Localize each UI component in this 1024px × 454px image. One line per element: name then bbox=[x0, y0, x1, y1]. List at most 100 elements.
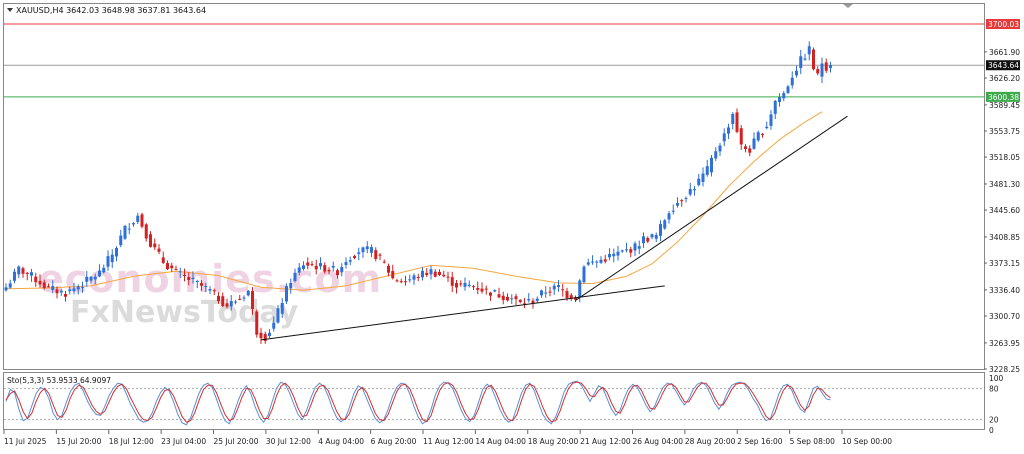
candle[interactable] bbox=[803, 53, 807, 61]
candle[interactable] bbox=[433, 269, 437, 278]
candle[interactable] bbox=[744, 144, 747, 153]
candle[interactable] bbox=[302, 261, 305, 271]
candle[interactable] bbox=[731, 112, 735, 130]
candle[interactable] bbox=[102, 264, 106, 274]
candle[interactable] bbox=[306, 257, 310, 270]
candle[interactable] bbox=[701, 167, 705, 187]
candle[interactable] bbox=[795, 65, 798, 78]
candle[interactable] bbox=[255, 309, 259, 338]
candle[interactable] bbox=[204, 282, 208, 293]
candle[interactable] bbox=[208, 286, 212, 294]
candle[interactable] bbox=[582, 265, 586, 284]
candle[interactable] bbox=[8, 279, 12, 289]
candle[interactable] bbox=[786, 84, 790, 94]
candle[interactable] bbox=[289, 278, 293, 294]
candle[interactable] bbox=[722, 128, 726, 147]
candle[interactable] bbox=[327, 267, 331, 275]
candle[interactable] bbox=[310, 261, 314, 267]
candle[interactable] bbox=[132, 222, 135, 227]
candle[interactable] bbox=[671, 204, 675, 215]
candle[interactable] bbox=[340, 263, 344, 277]
candle[interactable] bbox=[557, 279, 560, 292]
candle[interactable] bbox=[149, 231, 152, 248]
stochastic-signal-line[interactable] bbox=[5, 381, 831, 423]
candle[interactable] bbox=[123, 224, 127, 240]
long-trendline[interactable] bbox=[260, 285, 665, 341]
candle[interactable] bbox=[38, 274, 42, 288]
candle[interactable] bbox=[735, 108, 739, 134]
candle[interactable] bbox=[178, 267, 182, 278]
candle[interactable] bbox=[633, 241, 637, 256]
candle[interactable] bbox=[319, 257, 322, 270]
candle[interactable] bbox=[824, 58, 828, 73]
candle[interactable] bbox=[523, 298, 526, 309]
candle[interactable] bbox=[518, 299, 522, 304]
candle[interactable] bbox=[374, 247, 378, 262]
candle[interactable] bbox=[629, 246, 633, 258]
candle[interactable] bbox=[51, 280, 55, 294]
candle[interactable] bbox=[280, 298, 284, 318]
candle[interactable] bbox=[667, 210, 671, 224]
candle[interactable] bbox=[680, 198, 684, 207]
candle[interactable] bbox=[68, 286, 72, 295]
candle[interactable] bbox=[127, 223, 131, 235]
candle[interactable] bbox=[625, 242, 628, 253]
candle[interactable] bbox=[467, 280, 471, 288]
candle[interactable] bbox=[412, 273, 416, 285]
candle[interactable] bbox=[497, 287, 501, 299]
candle[interactable] bbox=[81, 281, 84, 293]
candle[interactable] bbox=[153, 238, 157, 250]
candle[interactable] bbox=[391, 264, 395, 280]
candle[interactable] bbox=[829, 61, 832, 73]
candle[interactable] bbox=[442, 270, 446, 278]
candle[interactable] bbox=[191, 271, 195, 284]
candle[interactable] bbox=[616, 245, 620, 261]
candle[interactable] bbox=[654, 232, 658, 242]
candle[interactable] bbox=[200, 280, 203, 291]
candle[interactable] bbox=[540, 289, 543, 298]
candle[interactable] bbox=[489, 291, 492, 301]
candle[interactable] bbox=[144, 223, 148, 242]
candle[interactable] bbox=[773, 99, 777, 120]
candle[interactable] bbox=[663, 218, 667, 230]
candle[interactable] bbox=[365, 241, 369, 254]
stochastic-panel[interactable] bbox=[3, 372, 985, 430]
candle[interactable] bbox=[234, 299, 237, 305]
candle[interactable] bbox=[34, 272, 38, 287]
candle[interactable] bbox=[357, 247, 361, 261]
candle[interactable] bbox=[718, 143, 722, 156]
stochastic-main-line[interactable] bbox=[5, 380, 831, 426]
candle[interactable] bbox=[501, 291, 505, 305]
candle[interactable] bbox=[416, 273, 420, 282]
candle[interactable] bbox=[650, 233, 654, 240]
candle[interactable] bbox=[225, 298, 229, 309]
candle[interactable] bbox=[612, 248, 616, 263]
candle[interactable] bbox=[382, 259, 386, 264]
candle[interactable] bbox=[646, 236, 650, 244]
candle[interactable] bbox=[790, 71, 794, 89]
candle[interactable] bbox=[484, 285, 488, 295]
candle[interactable] bbox=[659, 220, 662, 242]
candle[interactable] bbox=[323, 262, 327, 274]
collapse-arrow-icon[interactable] bbox=[7, 8, 13, 12]
candle[interactable] bbox=[807, 41, 811, 61]
candle[interactable] bbox=[98, 264, 101, 278]
candle[interactable] bbox=[166, 260, 169, 271]
candle[interactable] bbox=[527, 293, 531, 303]
candle[interactable] bbox=[242, 295, 246, 302]
candle[interactable] bbox=[752, 132, 756, 150]
candle[interactable] bbox=[297, 263, 301, 276]
candle[interactable] bbox=[212, 288, 216, 295]
candle[interactable] bbox=[399, 278, 403, 284]
candle[interactable] bbox=[535, 296, 539, 304]
candle[interactable] bbox=[187, 272, 191, 286]
candle[interactable] bbox=[85, 271, 89, 287]
candle[interactable] bbox=[620, 249, 624, 253]
candle[interactable] bbox=[93, 273, 97, 285]
candle[interactable] bbox=[395, 278, 399, 283]
candle[interactable] bbox=[574, 295, 577, 303]
candle[interactable] bbox=[637, 240, 641, 255]
candle[interactable] bbox=[238, 294, 242, 301]
candle[interactable] bbox=[599, 256, 603, 264]
candle[interactable] bbox=[761, 133, 764, 138]
